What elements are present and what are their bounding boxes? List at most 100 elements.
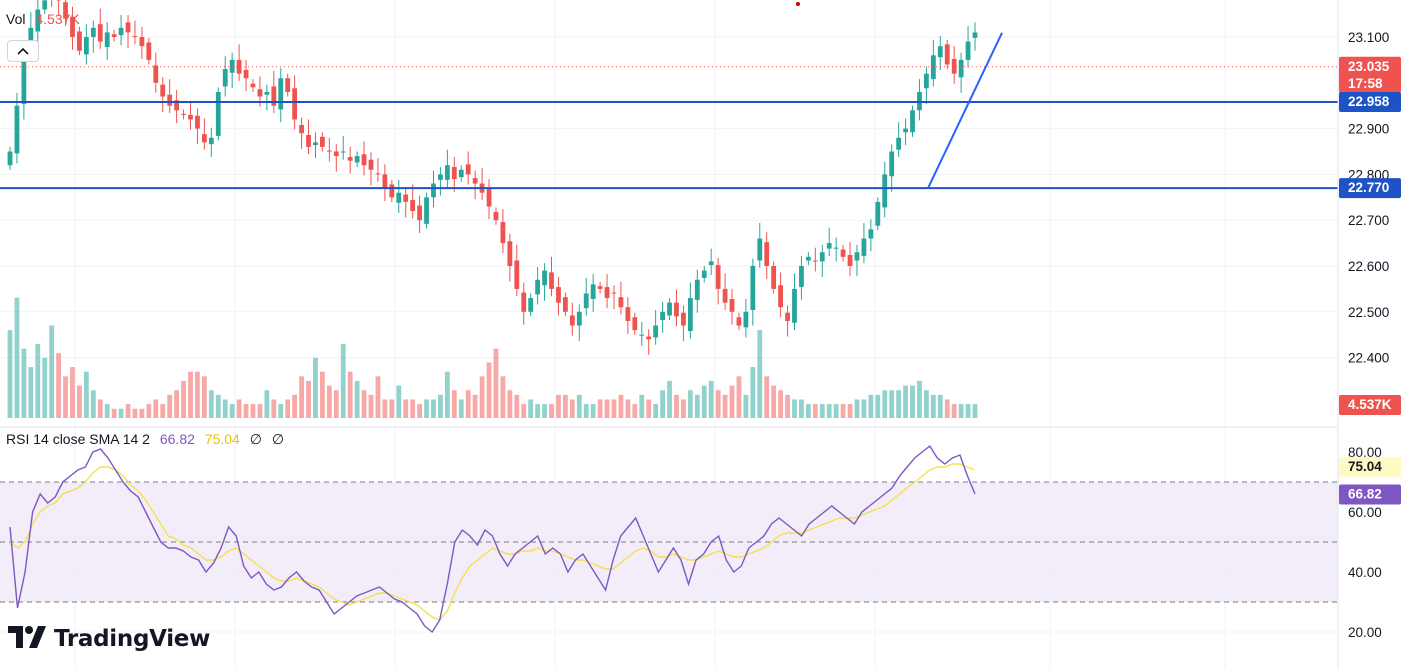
- candle-body: [674, 302, 679, 317]
- volume-bar: [396, 385, 402, 418]
- candle-body: [639, 334, 645, 336]
- candle-body: [77, 31, 82, 51]
- volume-bar: [70, 367, 75, 418]
- volume-bar: [778, 390, 784, 418]
- volume-bar: [701, 385, 707, 418]
- candle-body: [222, 69, 228, 87]
- candle-body: [125, 22, 131, 33]
- volume-bar: [160, 404, 166, 418]
- volume-bar: [743, 394, 749, 418]
- volume-bar: [83, 371, 89, 418]
- volume-bar: [583, 404, 589, 418]
- candle-body: [604, 287, 610, 299]
- candle-body: [465, 164, 471, 175]
- rsi-legend-extra-1: ∅: [249, 431, 262, 447]
- volume-bar: [535, 404, 541, 418]
- volume-bar: [785, 394, 790, 418]
- candle-body: [569, 315, 575, 326]
- candle-body: [215, 91, 221, 136]
- candle-body: [799, 266, 804, 288]
- volume-bar: [111, 408, 117, 418]
- volume-bar: [910, 385, 915, 418]
- rsi-axis[interactable]: 80.00 60.00 40.00 20.00: [1348, 445, 1382, 640]
- candle-body: [785, 312, 790, 321]
- volume-bar: [847, 404, 853, 418]
- candle-body: [576, 311, 582, 326]
- volume-bar: [285, 399, 291, 418]
- candle-body: [285, 78, 291, 92]
- candle-body: [167, 94, 173, 106]
- volume-bar: [49, 325, 55, 418]
- volume-bar: [236, 399, 242, 418]
- volume-bar: [292, 394, 298, 418]
- volume-bar: [771, 385, 777, 418]
- candle-body: [646, 336, 652, 340]
- volume-bar: [431, 399, 436, 418]
- volume-bar: [632, 404, 638, 418]
- candle-body: [444, 165, 450, 180]
- chevron-up-icon: [17, 42, 29, 60]
- volume-bar: [56, 353, 61, 418]
- candle-body: [195, 115, 200, 129]
- volume-bar: [167, 394, 173, 418]
- tradingview-logo[interactable]: TradingView: [8, 622, 210, 656]
- volume-bar: [542, 404, 547, 418]
- volume-bar: [500, 376, 506, 418]
- candle-body: [118, 27, 124, 36]
- volume-legend-label: Vol: [6, 11, 26, 27]
- candle-body: [743, 311, 749, 328]
- horizontal-levels[interactable]: [0, 32, 1338, 190]
- volume-bar: [875, 394, 881, 418]
- rsi-sma-badge-bg: [1339, 456, 1401, 477]
- volume-legend[interactable]: Vol 4.537K: [6, 11, 80, 27]
- volume-bar: [368, 394, 374, 418]
- candle-body: [792, 288, 797, 323]
- price-axis[interactable]: 23.10022.90022.80022.70022.60022.50022.4…: [1348, 30, 1389, 366]
- candle-body: [757, 238, 763, 261]
- candlesticks[interactable]: [7, 0, 978, 355]
- candle-body: [542, 270, 547, 286]
- candle-body: [778, 285, 784, 308]
- volume-bar: [195, 371, 200, 418]
- candle-body: [951, 58, 957, 74]
- candle-body: [139, 37, 145, 47]
- candle-body: [528, 298, 534, 312]
- volume-legend-value: 4.537K: [35, 11, 80, 27]
- volume-bar: [812, 404, 818, 418]
- volume-bar: [146, 404, 152, 418]
- price-tick-label: 22.600: [1348, 259, 1389, 274]
- volume-bar: [424, 399, 429, 418]
- price-tick-label: 22.700: [1348, 213, 1389, 228]
- candle-body: [160, 84, 166, 97]
- volume-bar: [826, 404, 832, 418]
- volume-bar: [21, 348, 27, 418]
- volume-bar: [320, 371, 325, 418]
- volume-bar: [805, 404, 811, 418]
- volume-bar: [944, 399, 950, 418]
- volume-bar: [243, 404, 249, 418]
- candle-body: [104, 32, 110, 48]
- volume-bar: [118, 408, 124, 418]
- candle-body: [375, 173, 381, 175]
- candle-body: [132, 36, 138, 38]
- volume-bar: [493, 348, 499, 418]
- candle-body: [590, 284, 596, 299]
- volume-bar: [965, 404, 971, 418]
- volume-bars: [7, 297, 978, 418]
- candle-body: [389, 184, 395, 198]
- candle-body: [854, 252, 860, 261]
- volume-bar: [410, 399, 416, 418]
- price-badges: 23.035 17:58 22.958 22.770 4.537K 75.04 66.82: [1339, 56, 1401, 505]
- candle-body: [965, 41, 971, 60]
- candle-body: [28, 27, 34, 50]
- volume-bar: [139, 408, 145, 418]
- candle-body: [903, 128, 908, 133]
- collapse-legend-button[interactable]: [7, 40, 39, 62]
- rsi-legend[interactable]: RSI 14 close SMA 14 2 66.82 75.04 ∅ ∅: [6, 431, 284, 448]
- candle-body: [292, 88, 298, 120]
- volume-bar: [833, 404, 839, 418]
- candle-body: [257, 89, 263, 97]
- candle-body: [472, 178, 478, 184]
- rsi-tick-label: 80.00: [1348, 445, 1382, 460]
